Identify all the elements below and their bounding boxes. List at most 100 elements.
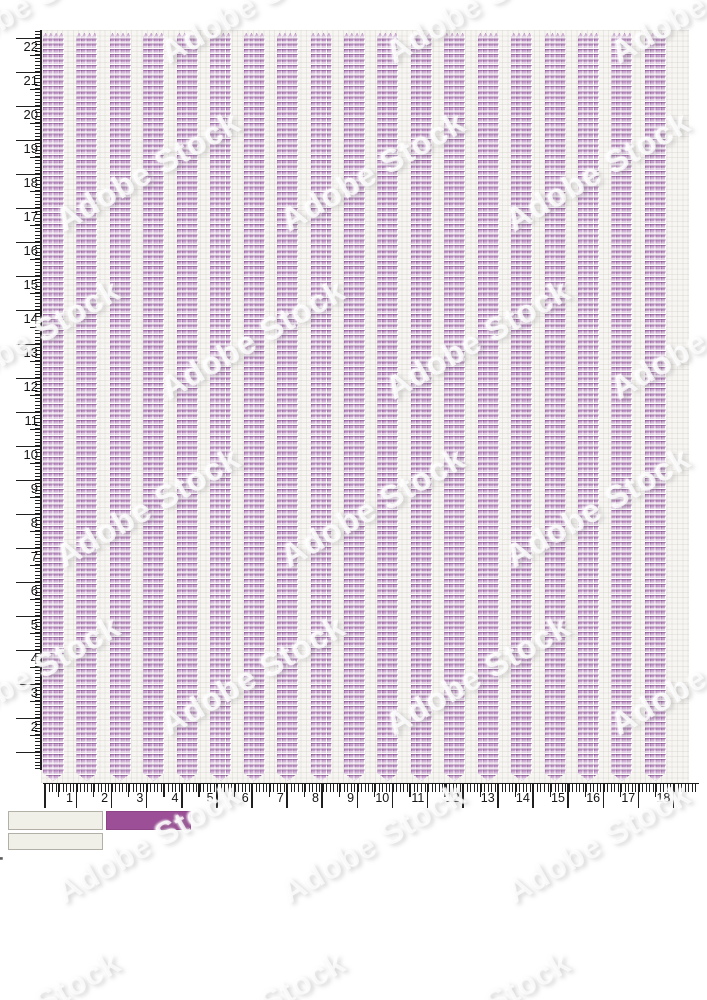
stitch-stripe [177, 33, 198, 781]
ruler-tick-minor [35, 231, 41, 233]
ruler-tick-minor [290, 784, 292, 792]
ruler-label: 15 [23, 277, 38, 292]
ruler-tick-minor [35, 302, 41, 304]
ruler-tick-minor [192, 784, 194, 792]
ruler-tick-minor [35, 186, 41, 188]
ruler-tick-minor [35, 707, 41, 709]
ruler-tick-minor [35, 642, 41, 644]
ruler-tick-minor [505, 784, 507, 792]
ruler-label: 15 [551, 791, 565, 805]
ruler-tick-minor [35, 217, 41, 219]
ruler-tick-minor [35, 91, 41, 93]
ruler-tick-minor [153, 784, 155, 792]
ruler-label: 1 [66, 791, 73, 805]
ruler-tick-minor [35, 346, 41, 348]
ruler-tick-minor [35, 81, 41, 83]
ruler-tick-minor [35, 234, 41, 236]
ruler-tick-minor [498, 784, 500, 792]
ruler-tick-minor [35, 322, 41, 324]
ruler-label: 6 [241, 791, 249, 805]
ruler-tick-minor [35, 210, 41, 212]
ruler-tick-minor [35, 720, 41, 722]
ruler-tick-minor [677, 784, 679, 792]
ruler-tick-minor [35, 251, 41, 253]
ruler-tick-minor [83, 784, 85, 792]
ruler-tick-minor [435, 784, 437, 792]
stitch-stripe [311, 33, 332, 781]
ruler-tick-minor [164, 784, 166, 792]
ruler-tick-major [567, 784, 570, 808]
ruler-tick-minor [635, 784, 637, 792]
ruler-tick-minor [336, 784, 338, 792]
ruler-tick-minor [35, 299, 41, 301]
ruler-tick-minor [663, 784, 665, 792]
ruler-tick-minor [410, 784, 412, 792]
ruler-tick-medium [339, 784, 341, 797]
ruler-tick-minor [35, 98, 41, 100]
ruler-tick-minor [35, 577, 41, 579]
ruler-tick-minor [35, 176, 41, 178]
ruler-tick-minor [35, 584, 41, 586]
ruler-tick-minor [35, 305, 41, 307]
ruler-tick-medium [198, 784, 200, 797]
ruler-tick-medium [30, 564, 41, 566]
ruler-tick-major [44, 784, 46, 808]
ruler-tick-major [110, 784, 113, 808]
ruler-tick-major [356, 784, 359, 808]
ruler-tick-minor [35, 645, 41, 647]
ruler-tick-medium [93, 784, 95, 797]
ruler-tick-minor [35, 605, 41, 607]
ruler-tick-medium [479, 784, 481, 797]
ruler-tick-minor [104, 784, 106, 792]
ruler-tick-minor [329, 784, 331, 792]
ruler-tick-minor [266, 784, 268, 792]
ruler-tick-minor [319, 784, 321, 792]
ruler-tick-minor [231, 784, 233, 792]
ruler-tick-minor [312, 784, 314, 792]
ruler-tick-major [75, 784, 78, 808]
ruler-tick-minor [203, 784, 205, 792]
ruler-tick-minor [118, 784, 120, 792]
ruler-tick-minor [333, 784, 335, 792]
ruler-tick-minor [35, 193, 41, 195]
ruler-tick-minor [35, 533, 41, 535]
ruler-tick-major [16, 343, 41, 346]
ruler-tick-minor [529, 784, 531, 792]
ruler-tick-minor [35, 618, 41, 620]
ruler-tick-minor [35, 472, 41, 474]
ruler-tick-minor [35, 248, 41, 250]
ruler-tick-minor [35, 421, 41, 423]
ruler-tick-minor [182, 784, 184, 792]
ruler-tick-minor [674, 784, 675, 792]
ruler-label: 14 [515, 791, 530, 805]
ruler-tick-minor [35, 350, 41, 352]
vertical-ruler-baseline [40, 30, 42, 770]
ruler-tick-minor [55, 784, 57, 792]
ruler-label: 10 [23, 447, 38, 462]
ruler-tick-minor [35, 363, 41, 365]
horizontal-ruler-baseline [43, 782, 699, 785]
ruler-tick-minor [642, 784, 644, 792]
ruler-tick-medium [30, 360, 41, 362]
ruler-tick-minor [340, 784, 342, 792]
ruler-tick-minor [463, 784, 465, 792]
ruler-label: 2 [30, 719, 38, 734]
ruler-tick-minor [35, 183, 41, 185]
ruler-tick-minor [90, 784, 92, 792]
legend-swatch-yarn-color-white [8, 811, 103, 830]
ruler-tick-minor [445, 784, 447, 792]
ruler-label: 20 [23, 107, 38, 122]
ruler-tick-minor [35, 40, 41, 42]
ruler-tick-minor [35, 713, 41, 715]
ruler-tick-minor [35, 108, 41, 110]
ruler-tick-minor [115, 784, 117, 792]
ruler-tick-medium [30, 666, 41, 668]
ruler-tick-minor [160, 784, 162, 792]
ruler-tick-minor [35, 506, 41, 508]
ruler-tick-minor [35, 424, 41, 426]
ruler-tick-minor [35, 163, 41, 165]
ruler-tick-minor [35, 50, 41, 52]
ruler-tick-minor [217, 784, 219, 792]
stitch-stripe [110, 33, 131, 781]
ruler-tick-minor [298, 784, 299, 792]
